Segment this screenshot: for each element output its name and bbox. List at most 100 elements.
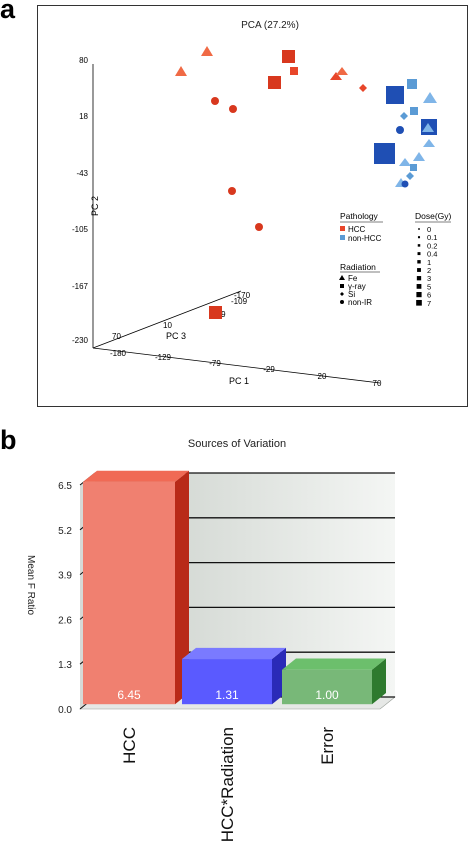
hcc-point	[201, 46, 213, 56]
pc1-tick: -79	[209, 359, 221, 368]
legend-item-gamma: γ-ray	[348, 282, 366, 291]
radiation-legend-title: Radiation	[340, 262, 376, 272]
dose-marker-icon	[418, 228, 420, 230]
x-tick-label: HCC	[120, 727, 139, 764]
hcc-point	[209, 306, 222, 319]
y-tick-label: 0.0	[58, 705, 72, 716]
triangle-icon	[339, 275, 345, 280]
pc1-tick: -129	[155, 353, 172, 362]
pc2-tick: -230	[72, 336, 89, 345]
dose-legend-item: 0.4	[427, 250, 437, 259]
bar-value-label: 6.45	[117, 688, 141, 702]
y-axis-label: Mean F Ratio	[25, 555, 36, 615]
dose-marker-icon	[416, 299, 422, 306]
hcc-swatch	[340, 226, 345, 231]
dose-legend-item: 0.1	[427, 233, 437, 242]
cube-icon	[340, 284, 344, 288]
non-hcc-point	[401, 180, 409, 188]
bar-top	[282, 658, 386, 670]
non-hcc-point	[422, 123, 434, 132]
dose-legend-item: 0	[427, 225, 431, 234]
dose-marker-icon	[416, 284, 422, 289]
dose-marker-icon	[416, 276, 422, 281]
pc3-axis	[92, 290, 242, 349]
bar-side	[372, 658, 386, 705]
non-hcc-points	[374, 79, 437, 188]
non-hcc-point	[423, 92, 437, 103]
diamond-icon	[340, 292, 344, 296]
legend-item-hcc: HCC	[348, 225, 366, 234]
bar-top	[182, 647, 286, 660]
x-axis-labels: HCC HCC*Radiation Error	[120, 727, 337, 843]
dose-legend-item: 1	[427, 258, 431, 267]
non-hcc-point	[386, 86, 404, 104]
pca-plot-frame: PCA (27.2%) 80 18 -43 -105 -167 -230 PC …	[37, 5, 468, 407]
non-hcc-point	[396, 126, 404, 134]
non-hcc-point	[423, 139, 435, 147]
dose-legend-item: 7	[427, 299, 431, 308]
hcc-points	[175, 46, 367, 319]
panel-b-label: b	[0, 425, 17, 455]
dose-legend-item: 2	[427, 266, 431, 275]
bar-value-label: 1.31	[215, 688, 239, 702]
hcc-point	[336, 67, 348, 75]
y-axis-ticks: 6.5 5.2 3.9 2.6 1.3 0.0	[58, 481, 72, 716]
legend-item-non-hcc: non-HCC	[348, 234, 382, 243]
dose-legend-item: 0.2	[427, 241, 437, 250]
non-hcc-point	[410, 164, 417, 171]
y-tick-label: 1.3	[58, 660, 72, 671]
pathology-legend-title: Pathology	[340, 211, 379, 221]
bar-side	[175, 470, 189, 705]
hcc-point	[228, 187, 236, 195]
pca-title: PCA (27.2%)	[241, 20, 299, 31]
pc1-tick: 20	[318, 372, 327, 381]
x-tick-label: HCC*Radiation	[218, 727, 237, 842]
panel-a-label: a	[0, 0, 16, 24]
pc2-tick: 80	[79, 56, 88, 65]
pc2-tick: -167	[72, 282, 89, 291]
dose-marker-icon	[417, 268, 421, 272]
dose-legend-item: 3	[427, 274, 431, 283]
sphere-icon	[340, 300, 344, 304]
pc1-tick: -29	[263, 365, 275, 374]
hcc-point	[211, 97, 219, 105]
dose-marker-icon	[416, 292, 422, 298]
pc3-tick: -109	[231, 297, 248, 306]
dose-legend-item: 5	[427, 282, 431, 291]
legend-item-fe: Fe	[348, 274, 358, 283]
legend-item-non-ir: non-IR	[348, 298, 372, 307]
non-hcc-point	[400, 112, 408, 120]
bar	[182, 659, 272, 705]
y-tick-label: 3.9	[58, 571, 72, 582]
x-tick-label: Error	[318, 727, 337, 765]
pc3-tick: 70	[112, 332, 121, 341]
non-hcc-point	[407, 79, 417, 89]
y-tick-label: 2.6	[58, 615, 72, 626]
bar	[282, 669, 372, 705]
pc2-tick: 18	[79, 112, 88, 121]
hcc-point	[359, 84, 367, 92]
dose-marker-icon	[417, 236, 421, 239]
dose-marker-icon	[417, 252, 421, 256]
non-hcc-point	[399, 158, 411, 166]
hcc-point	[175, 66, 187, 76]
non-hcc-swatch	[340, 235, 345, 240]
non-hcc-point	[410, 107, 418, 115]
pc2-label: PC 2	[90, 196, 100, 216]
pc1-label: PC 1	[229, 376, 249, 386]
pc3-label: PC 3	[166, 331, 186, 341]
pc3-tick: -170	[234, 291, 251, 300]
y-tick-label: 6.5	[58, 481, 72, 492]
pc2-tick: -105	[72, 225, 89, 234]
hcc-point	[268, 76, 281, 89]
bar-value-label: 1.00	[315, 688, 339, 702]
chart-title: Sources of Variation	[188, 438, 286, 450]
dose-legend-title: Dose(Gy)	[415, 211, 452, 221]
pc1-tick: -180	[110, 349, 127, 358]
non-hcc-point	[374, 143, 395, 164]
pc2-tick: -43	[76, 169, 88, 178]
hcc-point	[229, 105, 237, 113]
bar-top	[83, 470, 189, 482]
pca-legend: Pathology HCC non-HCC Radiation Fe γ-ray…	[339, 211, 452, 308]
